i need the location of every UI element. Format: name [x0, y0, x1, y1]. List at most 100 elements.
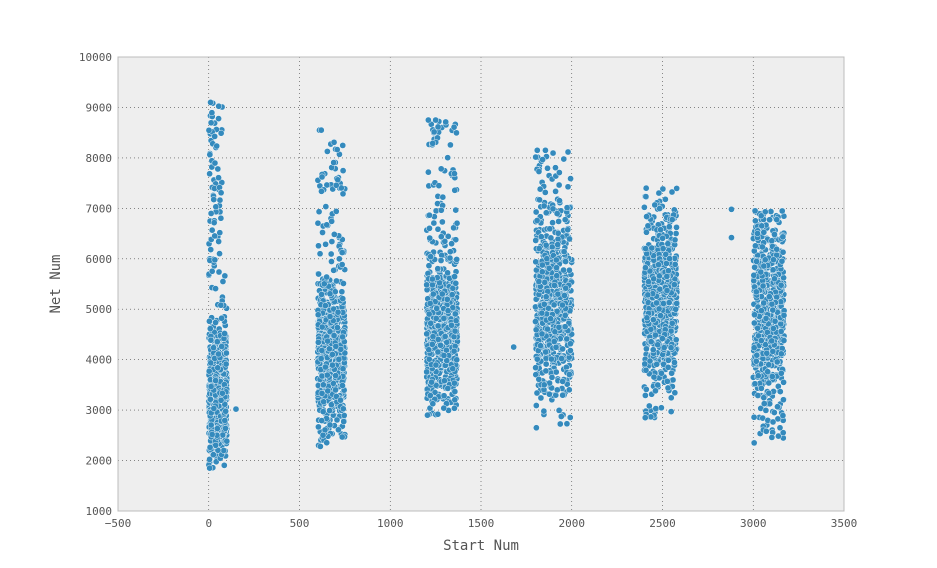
scatter-point: [553, 386, 561, 394]
scatter-point: [212, 377, 219, 384]
scatter-point: [217, 301, 225, 309]
scatter-point: [216, 196, 224, 204]
scatter-point: [423, 330, 431, 338]
scatter-point: [549, 219, 556, 226]
scatter-point: [324, 387, 332, 395]
scatter-point: [658, 404, 665, 412]
scatter-point: [642, 392, 649, 399]
scatter-point: [328, 258, 335, 265]
scatter-point: [769, 306, 777, 314]
scatter-point: [660, 344, 668, 351]
scatter-point: [450, 123, 458, 131]
scatter-point: [762, 427, 770, 435]
scatter-point: [206, 151, 214, 159]
scatter-point: [221, 417, 229, 424]
scatter-point: [563, 204, 571, 211]
scatter-point: [322, 203, 330, 210]
scatter-point: [220, 447, 228, 454]
scatter-point: [768, 300, 776, 308]
scatter-point: [643, 228, 650, 236]
scatter-point: [451, 273, 458, 280]
scatter-point: [332, 208, 340, 215]
scatter-point: [753, 258, 760, 265]
scatter-point: [453, 256, 461, 263]
scatter-point: [314, 339, 322, 346]
scatter-point: [549, 149, 557, 157]
scatter-point: [324, 148, 331, 155]
scatter-point: [206, 170, 213, 178]
scatter-point: [539, 261, 546, 269]
scatter-point: [548, 374, 556, 381]
scatter-point: [328, 218, 335, 225]
y-tick-label: 4000: [86, 354, 113, 367]
scatter-point: [565, 386, 573, 394]
scatter-point: [750, 413, 758, 421]
scatter-point: [667, 408, 675, 415]
x-tick-label: −500: [105, 517, 132, 530]
scatter-point: [212, 319, 219, 326]
scatter-point: [323, 273, 330, 281]
scatter-point: [655, 189, 663, 197]
scatter-point: [334, 176, 342, 184]
scatter-point: [535, 375, 543, 383]
scatter-point: [553, 264, 560, 272]
scatter-point: [212, 441, 219, 449]
scatter-point: [218, 314, 225, 322]
x-tick-label: 500: [290, 517, 310, 530]
scatter-point: [765, 293, 773, 301]
scatter-point: [208, 431, 216, 438]
scatter-point: [560, 155, 568, 163]
scatter-point: [535, 278, 543, 285]
scatter-point: [540, 407, 548, 415]
scatter-point: [207, 119, 215, 127]
scatter-point: [430, 290, 437, 298]
scatter-point: [642, 193, 650, 200]
scatter-point: [550, 301, 558, 309]
scatter-point: [665, 267, 672, 275]
scatter-point: [332, 343, 340, 350]
scatter-point: [330, 332, 338, 339]
scatter-point: [426, 225, 433, 232]
scatter-point: [558, 355, 565, 362]
scatter-point: [664, 384, 672, 392]
scatter-point: [207, 336, 215, 344]
y-tick-label: 6000: [86, 253, 113, 266]
scatter-point: [451, 170, 458, 177]
scatter-point: [555, 407, 563, 414]
scatter-point: [653, 360, 661, 368]
scatter-point: [206, 456, 213, 463]
scatter-point: [778, 207, 786, 215]
scatter-point: [535, 168, 543, 175]
scatter-point: [207, 421, 215, 429]
scatter-point: [559, 378, 567, 385]
scatter-point: [322, 241, 329, 248]
scatter-point: [320, 398, 327, 406]
scatter-point: [532, 326, 540, 334]
scatter-point: [532, 318, 539, 325]
scatter-point: [652, 331, 659, 339]
scatter-point: [773, 245, 781, 253]
scatter-point: [562, 284, 570, 292]
scatter-point: [668, 216, 676, 223]
scatter-point: [319, 229, 326, 236]
scatter-point: [553, 256, 560, 264]
scatter-point: [665, 299, 673, 306]
x-tick-label: 2000: [559, 517, 586, 530]
scatter-point: [446, 248, 454, 256]
scatter-point: [765, 389, 773, 397]
scatter-point: [540, 381, 548, 389]
scatter-point: [653, 299, 660, 307]
scatter-point: [453, 356, 461, 364]
scatter-point: [532, 364, 539, 372]
scatter-point: [317, 443, 324, 450]
scatter-point: [658, 369, 665, 377]
scatter-point: [339, 190, 347, 198]
scatter-point: [671, 236, 679, 244]
scatter-point: [221, 272, 229, 280]
scatter-point: [761, 256, 769, 264]
scatter-point: [779, 233, 787, 241]
scatter-point: [532, 402, 540, 409]
scatter-point: [452, 279, 460, 287]
y-tick-label: 2000: [86, 455, 113, 468]
scatter-point: [659, 245, 667, 252]
